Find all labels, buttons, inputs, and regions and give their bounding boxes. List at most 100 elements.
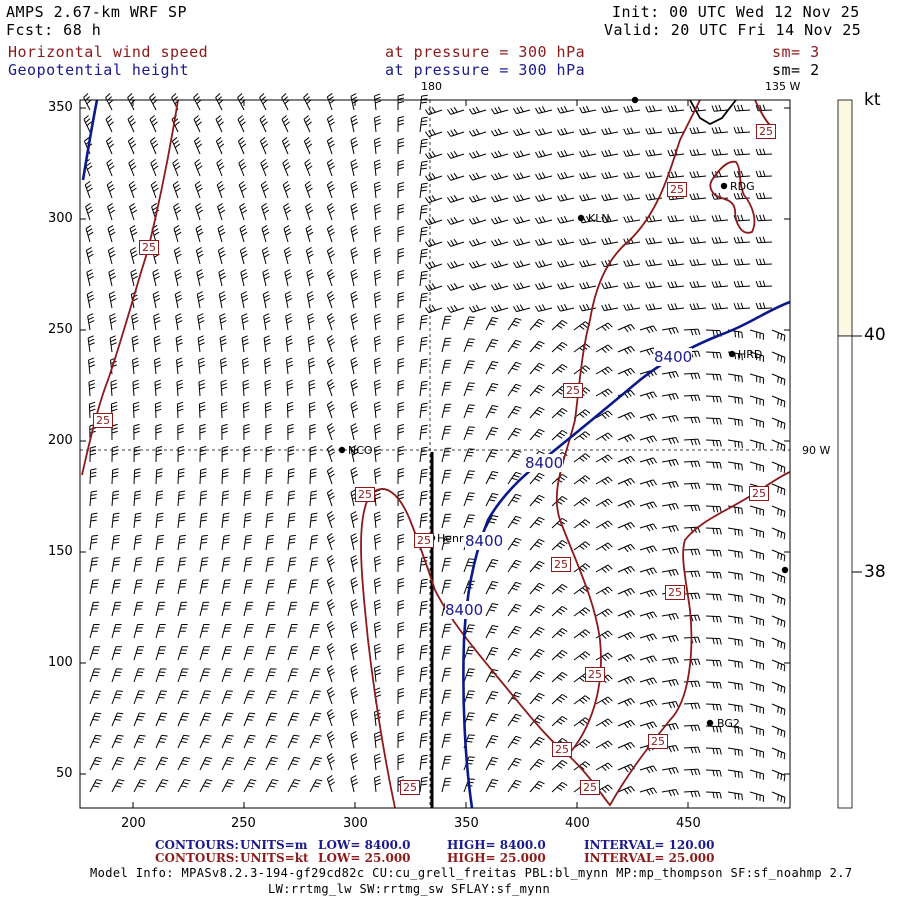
wind-barb — [749, 439, 764, 445]
wind-barb-feather — [196, 228, 203, 233]
wind-barb-feather — [515, 493, 522, 497]
wind-barb-feather — [83, 115, 89, 120]
wind-barb-feather — [777, 442, 779, 449]
wind-barb-feather — [350, 379, 357, 383]
wind-speed-contours — [81, 99, 791, 809]
wind-barb-feather — [375, 672, 382, 676]
wind-barb-feather — [648, 303, 653, 310]
wind-barb-feather — [374, 338, 381, 343]
wind-barb-feather — [515, 471, 522, 475]
wind-barb-feather — [428, 108, 433, 114]
wind-barb-feather — [327, 202, 333, 208]
wind-barb-feather — [284, 269, 291, 273]
wind-barb-feather — [762, 280, 766, 287]
wind-barb-feather — [675, 437, 679, 444]
wind-barb-feather — [491, 240, 495, 247]
wind-barb-feather — [623, 106, 627, 113]
wind-barb-feather — [109, 291, 115, 295]
wind-barb-feather — [670, 149, 675, 156]
wind-barb-feather — [649, 590, 654, 597]
wind-barb-feather — [492, 427, 499, 430]
wind-barb-feather — [475, 194, 480, 201]
wind-barb — [221, 624, 227, 639]
wind-barb-feather — [719, 396, 722, 403]
wind-barb-feather — [582, 521, 588, 526]
wind-barb-feather — [492, 559, 499, 562]
wind-barb-feather — [579, 721, 585, 726]
wind-barb-feather — [138, 737, 145, 740]
wind-barb-feather — [561, 319, 568, 324]
wind-barb-feather — [220, 298, 227, 302]
wind-barb-feather — [328, 184, 334, 189]
wind-barb-feather — [623, 282, 627, 289]
wind-barb-feather — [513, 606, 520, 610]
wind-barb-feather — [397, 490, 405, 493]
wind-barb-feather — [733, 259, 737, 266]
wind-barb-feather — [420, 519, 427, 522]
wind-barb-feather — [173, 202, 179, 208]
wind-barb-feather — [649, 524, 654, 531]
wind-barb-feather — [309, 430, 316, 434]
wind-barb-feather — [217, 140, 223, 145]
wind-barb-feather — [157, 564, 164, 566]
wind-barb-feather — [515, 713, 522, 717]
wind-barb-feather — [584, 409, 591, 414]
wind-barb-feather — [536, 563, 543, 567]
wind-barb-feather — [624, 348, 629, 355]
wind-barb — [265, 779, 273, 793]
wind-barb-feather — [557, 217, 561, 224]
wind-barb-feather — [421, 406, 428, 409]
wind-barb-feather — [287, 364, 294, 368]
wind-barb-feather — [467, 561, 474, 564]
wind-barb-feather — [221, 405, 228, 408]
wind-barb-feather — [352, 737, 358, 742]
wind-barb-feather — [541, 216, 546, 222]
wind-barb-feather — [737, 661, 740, 668]
wind-barb-feather — [737, 595, 740, 602]
wind-barb-feather — [261, 162, 268, 167]
wind-barb-feather — [161, 712, 168, 715]
wind-barb-feather — [715, 149, 719, 156]
wind-barb-feather — [286, 320, 293, 324]
wind-barb-feather — [329, 671, 335, 676]
wind-barb-feather — [783, 335, 786, 342]
wind-barb-feather — [608, 237, 612, 244]
wind-barb-feather — [129, 140, 135, 145]
wind-barb-feather — [327, 642, 333, 648]
wind-barb-feather — [780, 575, 783, 583]
wind-barb-feather — [538, 538, 545, 543]
wind-barb-feather — [740, 214, 744, 221]
wind-barb-feather — [431, 239, 436, 245]
wind-barb-feather — [737, 683, 740, 690]
wind-barb-feather — [241, 291, 247, 295]
wind-barb-feather — [374, 291, 381, 295]
wind-barb — [639, 501, 654, 507]
wind-barb-feather — [114, 741, 121, 744]
wind-barb-feather — [397, 541, 404, 544]
wind-barb-feather — [227, 734, 234, 737]
wind-barb-feather — [652, 677, 657, 684]
wind-barb-feather — [115, 715, 122, 718]
wind-barb-feather — [289, 490, 296, 493]
wind-barb-feather — [608, 105, 612, 112]
wind-barb-feather — [153, 294, 160, 299]
wind-barb-feather — [582, 587, 588, 592]
wind-barb-feather — [294, 779, 301, 782]
wind-barb-feather — [266, 449, 273, 452]
wind-barb-feather — [351, 778, 358, 783]
wind-barb-feather — [421, 670, 428, 673]
wind-barb-feather — [397, 409, 404, 412]
wind-barb-feather — [630, 654, 635, 660]
wind-barb-feather — [734, 331, 736, 338]
wind-barb — [749, 461, 764, 467]
wind-barb-feather — [197, 209, 204, 214]
wind-barb-feather — [159, 693, 166, 696]
wind-barb — [735, 131, 751, 134]
wind-barb-feather — [711, 127, 715, 134]
wind-barb-feather — [329, 737, 335, 742]
wind-barb-feather — [158, 741, 165, 744]
wind-barb-feather — [135, 538, 142, 541]
wind-barb-feather — [350, 533, 357, 537]
wind-barb-feather — [675, 723, 679, 730]
